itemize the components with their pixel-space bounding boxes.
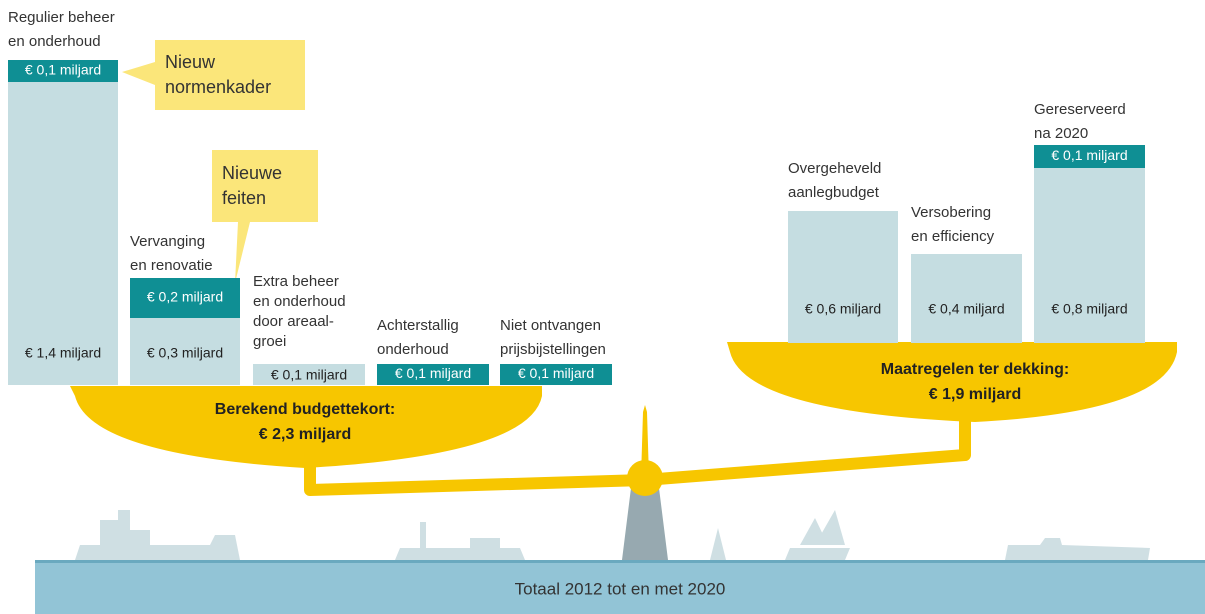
skyline [75, 510, 1150, 560]
callout-text: feiten [222, 188, 266, 208]
block-top-value: € 0,1 miljard [518, 365, 594, 381]
block [130, 318, 240, 385]
block-top [1034, 145, 1145, 168]
block-label: en onderhoud [253, 293, 346, 310]
callout-text: Nieuwe [222, 163, 282, 183]
block-label: groei [253, 333, 286, 350]
callout-text: Nieuw [165, 52, 216, 72]
block [8, 82, 118, 385]
block-label: Overgeheveld [788, 160, 881, 177]
block-top-value: € 0,1 miljard [1051, 147, 1127, 163]
needle [641, 405, 649, 478]
stand [622, 480, 668, 560]
block-label: Achterstallig [377, 317, 459, 334]
block-value: € 0,8 miljard [1051, 301, 1127, 317]
block-top-value: € 0,1 miljard [25, 62, 101, 78]
block-label: Regulier beheer [8, 9, 115, 26]
right-pan [727, 342, 1177, 422]
left-pan [70, 386, 542, 468]
block-label: aanlegbudget [788, 184, 880, 201]
total-text: € 2,3 miljard [259, 426, 352, 443]
callout [212, 150, 318, 283]
total-text: Maatregelen ter dekking: [881, 361, 1070, 378]
callout-text: normenkader [165, 77, 271, 97]
block-label: Extra beheer [253, 273, 339, 290]
block-label: en onderhoud [8, 33, 101, 50]
block [911, 254, 1022, 343]
block-top-value: € 0,2 miljard [147, 289, 223, 305]
block-label: Vervanging [130, 233, 205, 250]
total-text: € 1,9 miljard [929, 386, 1022, 403]
block-label: door areaal- [253, 313, 334, 330]
block-value: € 1,4 miljard [25, 345, 101, 361]
block-label: en efficiency [911, 228, 995, 245]
block-value: € 0,1 miljard [271, 367, 347, 383]
block-top [500, 364, 612, 385]
pivot [627, 460, 663, 496]
total-text: Berekend budgettekort: [215, 401, 395, 418]
block [788, 211, 898, 343]
footer-bar [35, 560, 1205, 614]
block-label: na 2020 [1034, 125, 1088, 142]
block-label: en renovatie [130, 257, 213, 274]
callout [122, 40, 305, 110]
block-label: Versobering [911, 204, 991, 221]
block-top [8, 60, 118, 82]
block-top [130, 278, 240, 318]
block-label: Niet ontvangen [500, 317, 601, 334]
block-value: € 0,4 miljard [928, 301, 1004, 317]
block-label: prijsbijstellingen [500, 341, 606, 358]
footer-text: Totaal 2012 tot en met 2020 [515, 579, 726, 598]
block-value: € 0,6 miljard [805, 301, 881, 317]
block [253, 364, 365, 385]
block [1034, 168, 1145, 343]
block-label: Gereserveerd [1034, 101, 1126, 118]
block-top-value: € 0,1 miljard [395, 365, 471, 381]
footer-line [35, 560, 1205, 563]
block-label: onderhoud [377, 341, 449, 358]
block-value: € 0,3 miljard [147, 345, 223, 361]
block-top [377, 364, 489, 385]
